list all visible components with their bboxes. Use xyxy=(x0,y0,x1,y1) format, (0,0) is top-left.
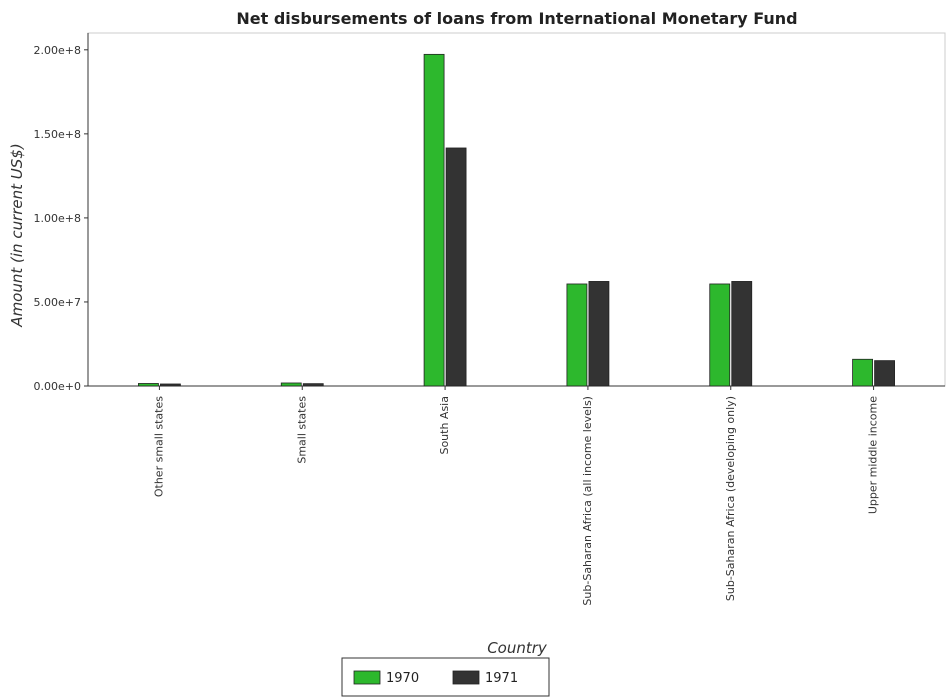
x-tick-label: Sub-Saharan Africa (all income levels) xyxy=(581,396,594,606)
y-tick-label: 5.00e+7 xyxy=(34,296,81,309)
x-axis-label: Country xyxy=(487,639,548,657)
bar-1970-5 xyxy=(852,358,873,387)
legend-swatch-1971 xyxy=(452,670,480,685)
y-tick-label: 2.00e+8 xyxy=(34,44,81,57)
x-tick-label: Sub-Saharan Africa (developing only) xyxy=(724,396,737,601)
x-ticks: Other small states Small states South Asia… xyxy=(152,386,880,606)
y-tick-label: 1.50e+8 xyxy=(34,128,81,141)
legend: 1970 1971 xyxy=(341,657,550,697)
bar-1970-4 xyxy=(709,283,731,387)
y-tick-label: 1.00e+8 xyxy=(34,212,81,225)
bar-1970-0 xyxy=(138,383,159,387)
bar-1971-1 xyxy=(302,383,324,387)
bar-1970-1 xyxy=(280,382,302,387)
plot-frame xyxy=(87,32,946,387)
legend-label-1970: 1970 xyxy=(386,671,419,686)
bar-1971-5 xyxy=(874,360,895,387)
bar-1971-0 xyxy=(160,383,181,387)
x-tick-label: Other small states xyxy=(152,396,165,497)
x-tick-label: Upper middle income xyxy=(867,396,880,514)
x-tick-label: Small states xyxy=(295,396,308,464)
y-tick-label: 0.00e+0 xyxy=(34,380,81,393)
chart-title: Net disbursements of loans from Internat… xyxy=(236,9,797,28)
bar-1971-4 xyxy=(731,281,753,387)
legend-label-1971: 1971 xyxy=(485,671,518,686)
bar-1970-3 xyxy=(566,283,588,387)
y-ticks: 0.00e+0 5.00e+7 1.00e+8 1.50e+8 2.00e+8 xyxy=(34,44,88,393)
bar-1971-2 xyxy=(445,147,467,387)
legend-swatch-1970 xyxy=(353,670,381,685)
bars xyxy=(138,53,895,387)
bar-1970-2 xyxy=(423,53,445,387)
y-axis-label: Amount (in current US$) xyxy=(8,143,26,327)
x-tick-label: South Asia xyxy=(438,396,451,455)
bar-1971-3 xyxy=(588,281,610,387)
